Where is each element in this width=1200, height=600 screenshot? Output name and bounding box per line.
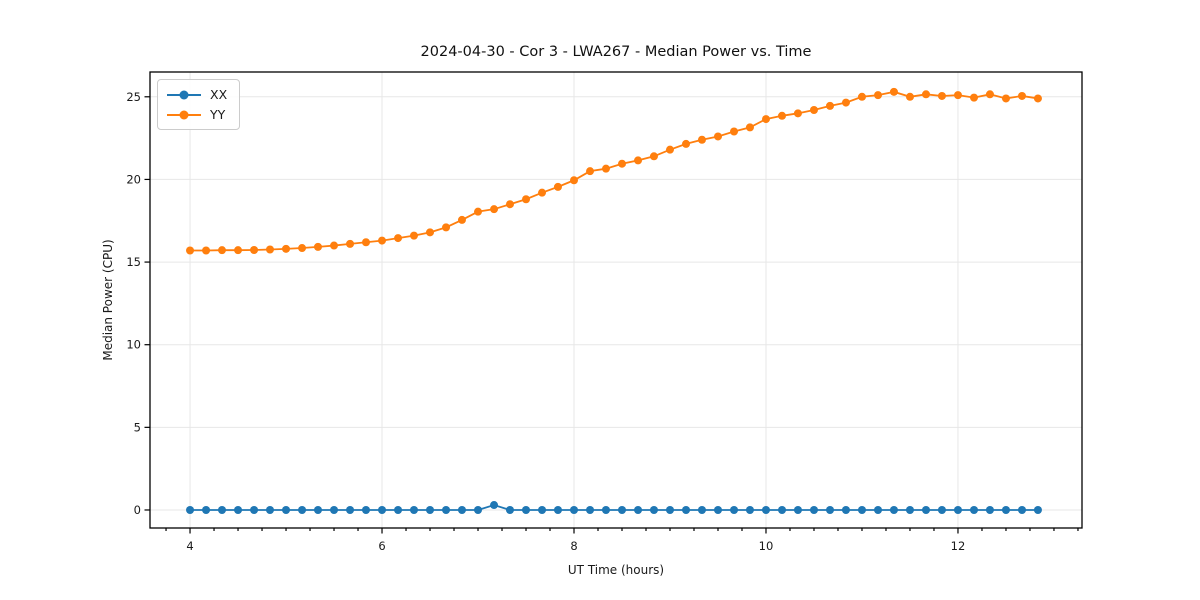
y-tick-label: 5 <box>134 420 141 434</box>
plot-frame <box>149 71 1083 529</box>
x-tick-label: 4 <box>186 539 193 553</box>
chart-title: 2024-04-30 - Cor 3 - LWA267 - Median Pow… <box>420 44 812 60</box>
x-tick-label: 10 <box>759 539 774 553</box>
x-axis-label: UT Time (hours) <box>567 563 665 577</box>
x-tick-label: 8 <box>570 539 577 553</box>
y-tick-label: 0 <box>134 503 141 517</box>
x-tick-label: 6 <box>378 539 385 553</box>
y-tick-label: 15 <box>126 255 141 269</box>
legend-label-xx: XX <box>210 87 228 102</box>
tick-labels: 4 6 8 10 12 0 5 10 15 20 25 <box>126 90 965 553</box>
y-tick-label: 25 <box>126 90 141 104</box>
y-axis-label: Median Power (CPU) <box>101 239 115 361</box>
y-tick-label: 20 <box>126 172 141 186</box>
x-tick-label: 12 <box>951 539 966 553</box>
legend-item-xx: XX <box>167 87 227 102</box>
yy-line-marker-icon <box>167 109 201 121</box>
legend: XX YY <box>157 79 241 130</box>
series-yy-markers <box>186 87 1042 255</box>
legend-item-yy: YY <box>167 107 227 122</box>
series-yy-line <box>190 90 1039 252</box>
y-tick-label: 10 <box>126 338 141 352</box>
legend-label-yy: YY <box>210 107 226 122</box>
axis-ticks <box>144 96 1079 534</box>
xx-line-marker-icon <box>167 89 201 101</box>
grid-lines <box>150 72 1082 528</box>
series-xx-markers <box>186 501 1042 514</box>
